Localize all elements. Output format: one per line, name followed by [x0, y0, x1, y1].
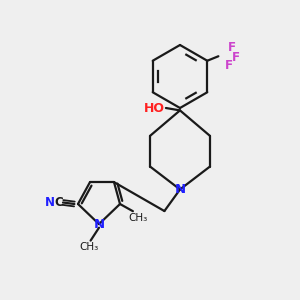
- Text: N: N: [174, 183, 186, 196]
- Text: HO: HO: [144, 101, 165, 115]
- Text: F: F: [225, 59, 233, 72]
- Text: F: F: [232, 51, 240, 64]
- Text: F: F: [228, 41, 236, 54]
- Text: N: N: [93, 218, 105, 231]
- Text: N: N: [45, 196, 55, 209]
- Text: CH₃: CH₃: [128, 213, 148, 223]
- Text: C: C: [55, 196, 64, 209]
- Text: CH₃: CH₃: [80, 242, 99, 252]
